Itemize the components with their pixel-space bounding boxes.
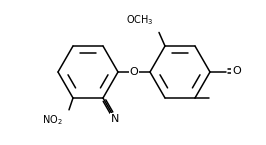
Text: O: O	[232, 66, 241, 76]
Text: NO$_2$: NO$_2$	[42, 113, 63, 127]
Text: OCH$_3$: OCH$_3$	[126, 14, 154, 27]
Text: O: O	[130, 67, 138, 77]
Text: N: N	[111, 114, 119, 124]
